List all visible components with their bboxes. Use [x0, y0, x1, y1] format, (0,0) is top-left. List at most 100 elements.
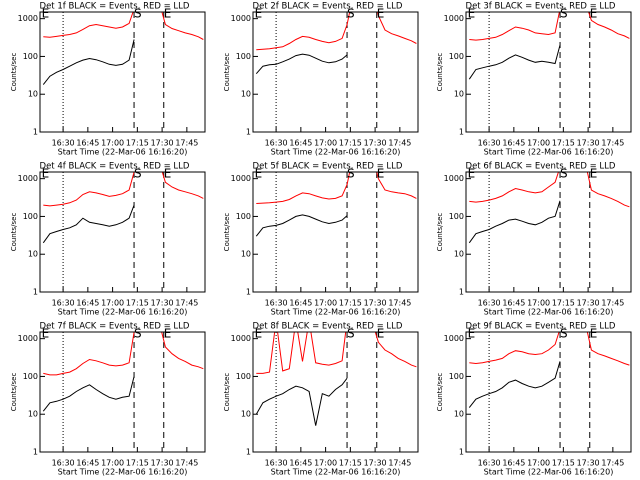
x-tick-label: 17:00: [101, 459, 124, 468]
x-tick-label: 17:15: [126, 139, 149, 148]
y-tick-label: 1: [459, 128, 464, 137]
y-axis-label: Counts/sec: [10, 373, 18, 412]
x-tick-label: 17:45: [175, 299, 198, 308]
y-tick-label: 1000: [18, 174, 38, 183]
x-tick-label: 17:00: [527, 139, 550, 148]
x-tick-label: 17:00: [314, 139, 337, 148]
series-line: [469, 12, 630, 41]
series-line: [256, 332, 417, 374]
y-tick-label: 1000: [231, 174, 251, 183]
x-tick-label: 17:45: [601, 299, 624, 308]
annotation: E: [255, 327, 263, 341]
x-tick-label: 16:45: [289, 459, 312, 468]
x-tick-label: 17:30: [364, 139, 387, 148]
x-tick-label: 17:30: [151, 299, 174, 308]
x-tick-label: 16:30: [265, 299, 288, 308]
series-line: [469, 332, 630, 366]
plot-frame: [39, 171, 206, 293]
x-tick-label: 16:30: [478, 459, 501, 468]
y-tick-label: 1: [33, 448, 38, 457]
x-tick-label: 17:30: [577, 299, 600, 308]
panel-title: Det 3f BLACK = Events, RED = LLD: [466, 2, 616, 12]
series-line: [43, 332, 204, 376]
x-tick-label: 16:30: [52, 139, 75, 148]
panel: Det 1f BLACK = Events, RED = LLD Counts/s…: [10, 2, 206, 157]
plot-frame: [39, 331, 206, 453]
annotation: E: [468, 167, 476, 181]
annotation: S: [347, 167, 355, 181]
y-tick-label: 1000: [444, 174, 464, 183]
x-tick-label: 16:45: [76, 299, 99, 308]
plot-frame: [465, 11, 632, 133]
x-tick-label: 16:30: [265, 139, 288, 148]
panel-title: Det 7f BLACK = Events, RED = LLD: [40, 322, 190, 332]
y-tick-label: 10: [28, 250, 38, 259]
series-line: [468, 361, 561, 408]
x-tick-label: 17:00: [101, 299, 124, 308]
plot-frame: [252, 11, 419, 133]
x-tick-label: 17:45: [601, 139, 624, 148]
y-tick-label: 10: [241, 410, 251, 419]
x-tick-label: 16:30: [52, 299, 75, 308]
y-tick-label: 10: [454, 410, 464, 419]
x-tick-label: 17:00: [527, 299, 550, 308]
x-tick-label: 17:00: [314, 299, 337, 308]
annotation: E: [590, 7, 598, 21]
annotation: S: [347, 7, 355, 21]
annotation: S: [347, 327, 355, 341]
x-tick-label: 17:00: [527, 459, 550, 468]
x-tick-label: 17:30: [151, 459, 174, 468]
annotation: E: [468, 327, 476, 341]
annotation: E: [590, 327, 598, 341]
y-axis-label: Counts/sec: [10, 213, 18, 252]
x-tick-label: 16:45: [76, 459, 99, 468]
x-tick-label: 17:45: [601, 459, 624, 468]
x-axis-label: Start Time (22-Mar-06 16:16:20): [58, 148, 188, 157]
y-tick-label: 10: [28, 410, 38, 419]
plot-frame: [252, 331, 419, 453]
panel: Det 2f BLACK = Events, RED = LLD Counts/s…: [223, 2, 419, 157]
x-tick-label: 17:15: [339, 299, 362, 308]
panel: Det 7f BLACK = Events, RED = LLD Counts/s…: [10, 322, 206, 477]
x-tick-label: 17:15: [552, 139, 575, 148]
y-tick-label: 100: [23, 212, 38, 221]
annotation: E: [377, 327, 385, 341]
annotation: E: [255, 7, 263, 21]
y-tick-label: 1: [246, 128, 251, 137]
y-tick-label: 100: [236, 52, 251, 61]
series-line: [255, 214, 348, 237]
y-tick-label: 1000: [444, 14, 464, 23]
y-tick-label: 100: [449, 212, 464, 221]
x-tick-label: 17:30: [577, 139, 600, 148]
panel-title: Det 6f BLACK = Events, RED = LLD: [466, 162, 616, 172]
x-tick-label: 17:30: [364, 459, 387, 468]
annotation: S: [134, 7, 142, 21]
x-tick-label: 17:30: [364, 299, 387, 308]
x-tick-label: 17:15: [339, 139, 362, 148]
series-line: [255, 53, 348, 75]
series-line: [43, 172, 204, 207]
y-tick-label: 100: [236, 372, 251, 381]
annotation: E: [42, 327, 50, 341]
x-tick-label: 17:15: [552, 459, 575, 468]
x-axis-label: Start Time (22-Mar-06 16:16:20): [484, 468, 614, 477]
x-tick-label: 17:00: [101, 139, 124, 148]
x-axis-label: Start Time (22-Mar-06 16:16:20): [271, 468, 401, 477]
panel: Det 8f BLACK = Events, RED = LLD Counts/s…: [223, 322, 419, 477]
plot-frame: [465, 171, 632, 293]
panel-title: Det 8f BLACK = Events, RED = LLD: [253, 322, 403, 332]
y-tick-label: 100: [23, 372, 38, 381]
y-tick-label: 1000: [18, 14, 38, 23]
x-tick-label: 17:15: [339, 459, 362, 468]
x-axis-label: Start Time (22-Mar-06 16:16:20): [58, 308, 188, 317]
series-line: [256, 172, 417, 204]
annotation: S: [134, 327, 142, 341]
y-tick-label: 10: [241, 90, 251, 99]
y-tick-label: 10: [454, 90, 464, 99]
x-axis-label: Start Time (22-Mar-06 16:16:20): [484, 308, 614, 317]
y-tick-label: 10: [241, 250, 251, 259]
series-line: [469, 172, 630, 208]
y-axis-label: Counts/sec: [436, 373, 444, 412]
y-axis-label: Counts/sec: [10, 53, 18, 92]
